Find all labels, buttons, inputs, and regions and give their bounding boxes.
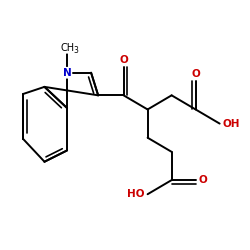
- Text: O: O: [119, 55, 128, 65]
- Text: O: O: [198, 175, 207, 185]
- Text: N: N: [63, 68, 72, 78]
- Text: O: O: [191, 69, 200, 79]
- Text: OH: OH: [222, 118, 240, 128]
- Text: HO: HO: [127, 189, 145, 199]
- Text: 3: 3: [73, 46, 78, 55]
- Text: CH: CH: [60, 43, 74, 53]
